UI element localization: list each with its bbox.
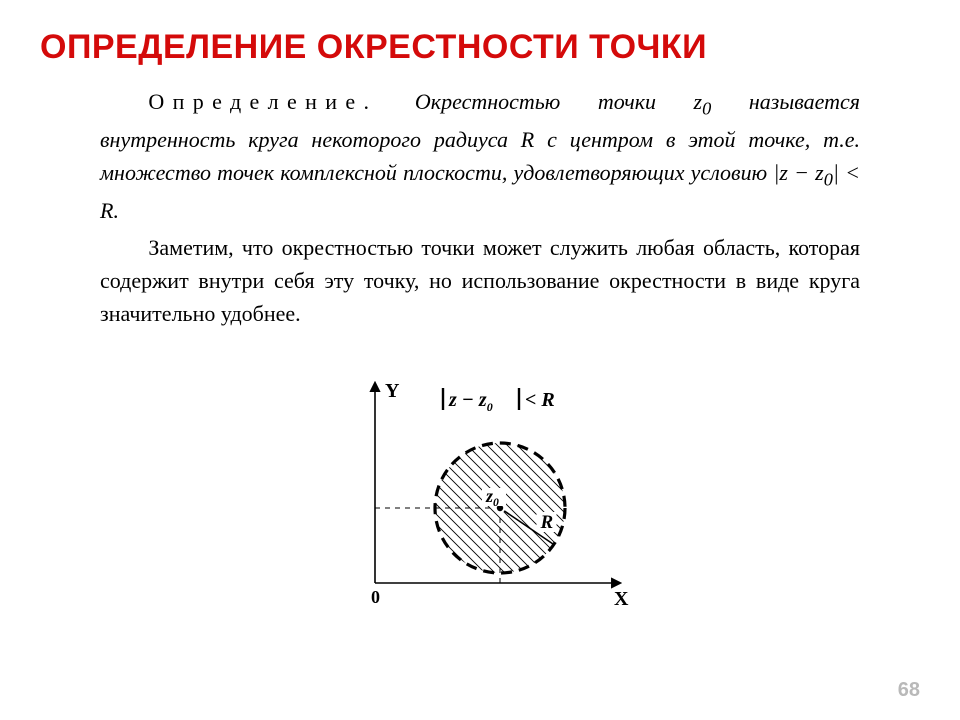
page-number: 68	[898, 679, 920, 702]
slide-title: ОПРЕДЕЛЕНИЕ ОКРЕСТНОСТИ ТОЧКИ	[40, 28, 920, 67]
body-text: Определение. Окрестностью точки z0 назыв…	[40, 85, 920, 330]
svg-text:Y: Y	[385, 380, 400, 402]
svg-text:X: X	[614, 588, 629, 610]
figure-container: z0RXY0z − z0< R	[40, 358, 920, 623]
definition-text-a: Окрестностью точки z	[415, 89, 702, 114]
paragraph-note: Заметим, что окрестностью точки может сл…	[100, 231, 860, 330]
paragraph-definition: Определение. Окрестностью точки z0 назыв…	[100, 85, 860, 227]
svg-text:R: R	[540, 512, 554, 533]
svg-text:z − z0: z − z0	[448, 389, 493, 414]
figure: z0RXY0z − z0< R	[325, 358, 635, 623]
slide: ОПРЕДЕЛЕНИЕ ОКРЕСТНОСТИ ТОЧКИ Определени…	[0, 0, 960, 720]
formula-sub: 0	[824, 169, 833, 189]
definition-lead: Определение.	[148, 89, 377, 114]
formula-open: |z − z	[773, 160, 823, 185]
definition-sub-a: 0	[702, 98, 711, 118]
svg-text:< R: < R	[525, 389, 555, 411]
neighborhood-diagram: z0RXY0z − z0< R	[325, 358, 635, 618]
svg-text:0: 0	[371, 587, 380, 607]
